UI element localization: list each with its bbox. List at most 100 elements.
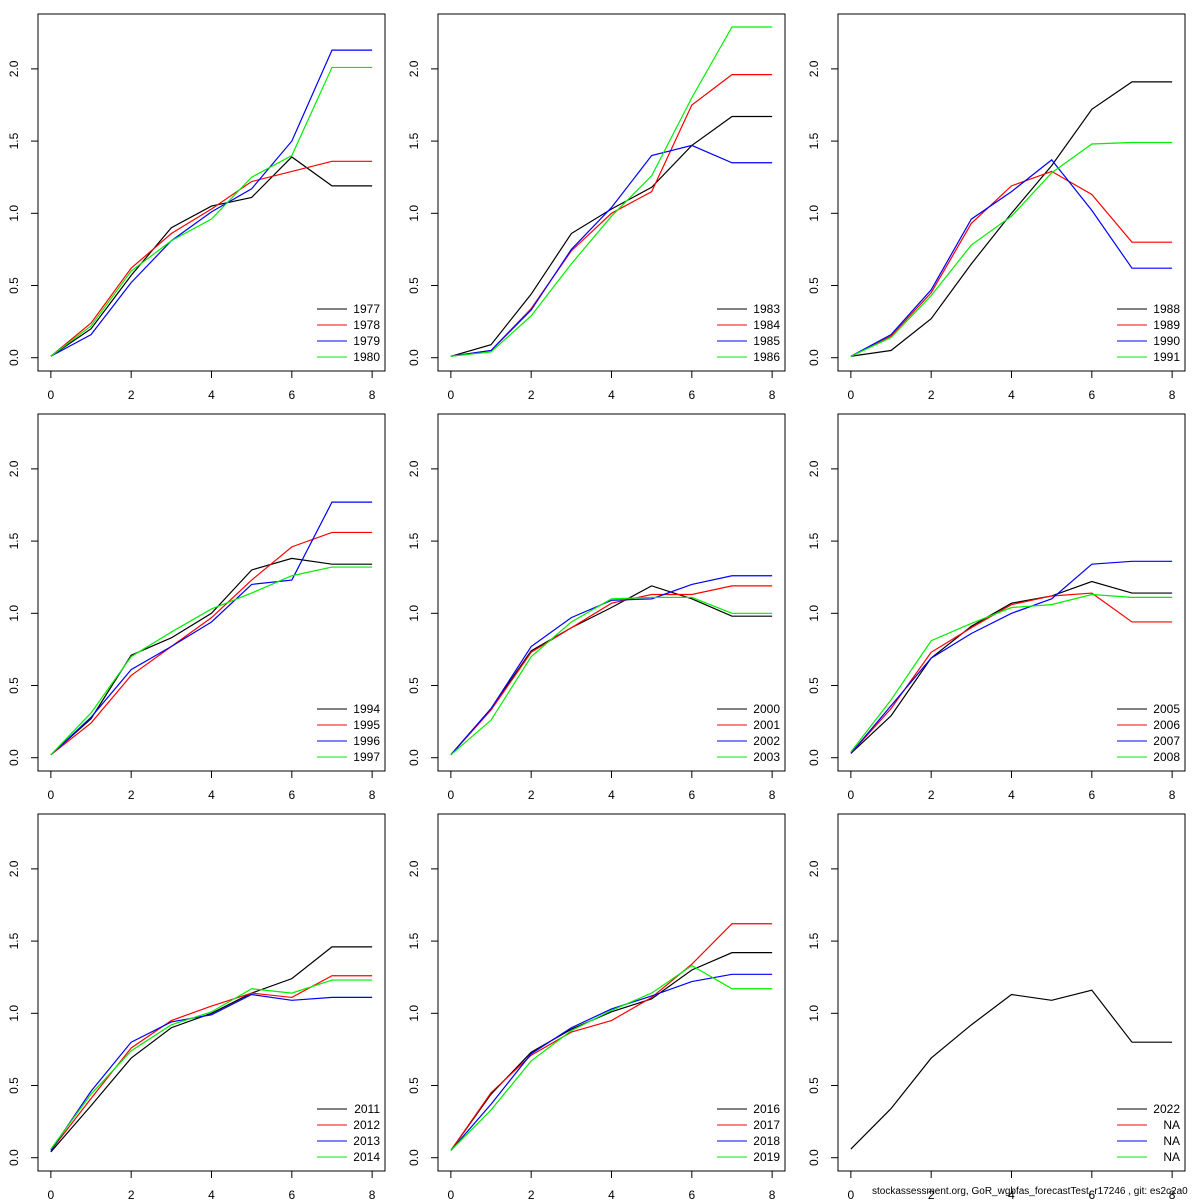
legend-label: 1990 xyxy=(1153,334,1180,348)
x-tick-label: 6 xyxy=(688,388,695,402)
y-tick-label: 0.0 xyxy=(807,1149,821,1166)
x-tick-label: 2 xyxy=(928,1188,935,1200)
footer: stockassessment.org, GoR_wgbfas_forecast… xyxy=(872,1186,1188,1197)
y-tick-label: 0.5 xyxy=(7,1077,21,1094)
x-tick-label: 6 xyxy=(688,1188,695,1200)
series-line xyxy=(450,115,773,357)
x-tick-label: 4 xyxy=(208,1188,215,1200)
legend-label: 1980 xyxy=(353,350,380,364)
y-tick-label: 1.0 xyxy=(7,1005,21,1022)
legend-label: 1988 xyxy=(1153,302,1180,316)
legend-label: 2007 xyxy=(1153,734,1180,748)
y-tick-label: 1.0 xyxy=(807,205,821,222)
x-tick-label: 0 xyxy=(448,388,455,402)
y-tick-label: 1.5 xyxy=(407,132,421,149)
legend-label: 2018 xyxy=(753,1134,780,1148)
legend-label: 2012 xyxy=(353,1118,380,1132)
plot-frame xyxy=(37,813,386,1172)
plot-frame xyxy=(437,813,786,1172)
panel: 0 2 4 6 8 0.0 0.5 1.0 1.5 2.0 2005 2006 2007 2008 xyxy=(807,413,1186,802)
x-tick-label: 2 xyxy=(528,388,535,402)
y-tick-label: 0.5 xyxy=(807,277,821,294)
x-tick-label: 8 xyxy=(369,788,376,802)
x-tick-label: 2 xyxy=(528,1188,535,1200)
series-line xyxy=(50,946,373,1153)
legend-label: 1986 xyxy=(753,350,780,364)
series-line xyxy=(50,557,373,756)
series-line xyxy=(850,592,1173,754)
legend-label: NA xyxy=(1163,1118,1180,1132)
x-tick-label: 2 xyxy=(128,1188,135,1200)
series-line xyxy=(450,585,773,756)
x-tick-label: 0 xyxy=(448,788,455,802)
series-line xyxy=(450,575,773,756)
x-tick-label: 6 xyxy=(1088,1188,1095,1200)
x-tick-label: 4 xyxy=(1008,388,1015,402)
y-tick-label: 1.5 xyxy=(7,932,21,949)
y-tick-label: 0.0 xyxy=(807,349,821,366)
y-tick-label: 2.0 xyxy=(7,460,21,477)
y-tick-label: 1.5 xyxy=(7,532,21,549)
panel: 0 2 4 6 8 0.0 0.5 1.0 1.5 2.0 1983 1984 1985 1986 xyxy=(407,13,786,402)
y-tick-label: 1.5 xyxy=(407,532,421,549)
panel: 0 2 4 6 8 0.0 0.5 1.0 1.5 2.0 2016 2017 2018 2019 xyxy=(407,813,786,1200)
x-tick-label: 6 xyxy=(1088,788,1095,802)
x-tick-label: 4 xyxy=(608,1188,615,1200)
legend-label: 2006 xyxy=(1153,718,1180,732)
y-tick-label: 2.0 xyxy=(7,60,21,77)
series-line xyxy=(50,975,373,1151)
legend-label: 1997 xyxy=(353,750,380,764)
legend-label: 2002 xyxy=(753,734,780,748)
panel: 0 2 4 6 8 0.0 0.5 1.0 1.5 2.0 1988 1989 1990 1991 xyxy=(807,13,1186,402)
plot-frame xyxy=(837,13,1186,372)
legend-label: 2000 xyxy=(753,702,780,716)
legend-label: 2014 xyxy=(353,1150,380,1164)
y-tick-label: 1.5 xyxy=(807,532,821,549)
legend-label: NA xyxy=(1163,1134,1180,1148)
x-tick-label: 6 xyxy=(288,788,295,802)
series-line xyxy=(850,593,1173,753)
legend-label: 2001 xyxy=(753,718,780,732)
x-tick-label: 8 xyxy=(769,1188,776,1200)
y-tick-label: 0.0 xyxy=(407,749,421,766)
panel: 0 2 4 6 8 0.0 0.5 1.0 1.5 2.0 2000 2001 2002 2003 xyxy=(407,413,786,802)
panel: 0 2 4 6 8 0.0 0.5 1.0 1.5 2.0 1994 1995 1996 1997 xyxy=(7,413,386,802)
y-tick-label: 2.0 xyxy=(807,60,821,77)
series-line xyxy=(450,923,773,1151)
y-tick-label: 0.5 xyxy=(7,277,21,294)
plot-frame xyxy=(837,813,1186,1172)
y-tick-label: 1.5 xyxy=(807,132,821,149)
y-tick-label: 0.0 xyxy=(407,1149,421,1166)
legend-label: 2003 xyxy=(753,750,780,764)
x-tick-label: 0 xyxy=(848,788,855,802)
panel: 0 2 4 6 8 0.0 0.5 1.0 1.5 2.0 1977 1978 1979 1980 xyxy=(7,13,386,402)
y-tick-label: 0.0 xyxy=(7,349,21,366)
series-line xyxy=(450,144,773,357)
legend-label: 1989 xyxy=(1153,318,1180,332)
series-line xyxy=(850,170,1173,357)
panel: 0 2 4 6 8 0.0 0.5 1.0 1.5 2.0 2011 2012 2013 2014 xyxy=(7,813,386,1200)
x-tick-label: 6 xyxy=(288,1188,295,1200)
legend-label: 1977 xyxy=(353,302,380,316)
y-tick-label: 2.0 xyxy=(407,60,421,77)
x-tick-label: 4 xyxy=(208,788,215,802)
legend-label: 2008 xyxy=(1153,750,1180,764)
y-tick-label: 0.0 xyxy=(7,749,21,766)
y-tick-label: 1.5 xyxy=(807,932,821,949)
x-tick-label: 8 xyxy=(1169,788,1176,802)
y-tick-label: 2.0 xyxy=(407,460,421,477)
x-tick-label: 6 xyxy=(288,388,295,402)
series-line xyxy=(50,156,373,357)
x-tick-label: 2 xyxy=(528,788,535,802)
y-tick-label: 0.5 xyxy=(7,677,21,694)
legend-label: 1994 xyxy=(353,702,380,716)
series-line xyxy=(450,585,773,756)
y-tick-label: 1.0 xyxy=(807,605,821,622)
legend-label: 1991 xyxy=(1153,350,1180,364)
x-tick-label: 4 xyxy=(1008,1188,1015,1200)
y-tick-label: 2.0 xyxy=(7,860,21,877)
x-tick-label: 8 xyxy=(1169,388,1176,402)
y-tick-label: 0.5 xyxy=(407,677,421,694)
x-tick-label: 6 xyxy=(1088,388,1095,402)
y-tick-label: 0.5 xyxy=(407,277,421,294)
